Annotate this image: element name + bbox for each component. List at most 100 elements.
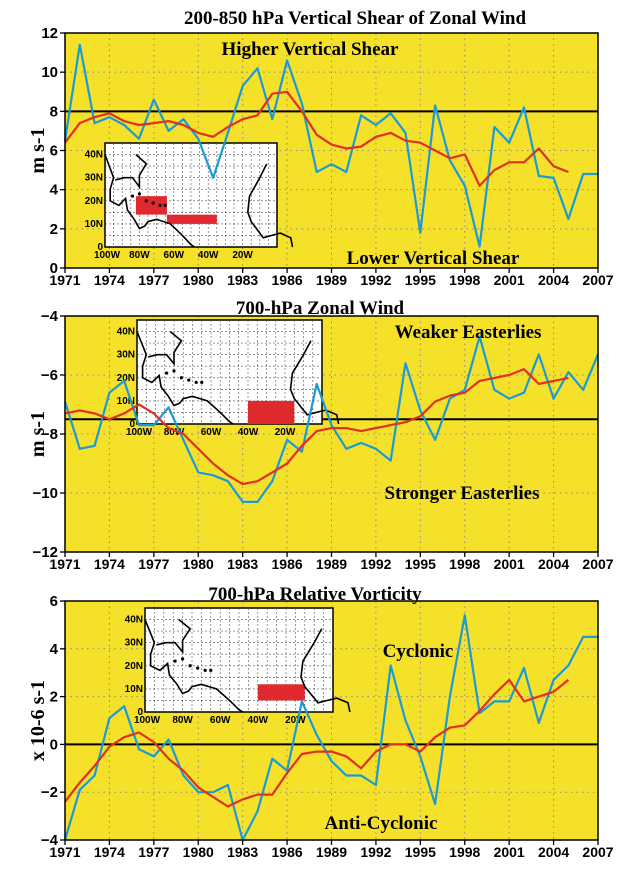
x-tick-label: 1998 (449, 556, 480, 572)
inset-island (200, 380, 204, 384)
x-tick-label: 1977 (138, 844, 169, 860)
x-tick-label: 1995 (405, 272, 436, 288)
inset-lon-label: 60W (164, 250, 185, 261)
x-tick-label: 1980 (183, 272, 214, 288)
y-tick-label: 2 (50, 689, 58, 706)
y-axis-label: x 10-6 s-1 (27, 680, 49, 761)
x-tick-label: 2001 (494, 844, 525, 860)
inset-island (130, 194, 135, 198)
inset-coastline (289, 340, 340, 425)
x-tick-label: 1977 (138, 272, 169, 288)
panel-title: 700-hPa Relative Vorticity (208, 584, 422, 605)
inset-lat-label: 0 (129, 419, 135, 430)
panel-annotation: Anti-Cyclonic (325, 813, 438, 834)
y-tick-label: −12 (33, 544, 58, 561)
inset-island (151, 201, 155, 205)
y-tick-label: −4 (41, 308, 59, 325)
x-tick-label: 1983 (227, 844, 258, 860)
inset-coastline (300, 628, 351, 713)
panel-title: 200-850 hPa Vertical Shear of Zonal Wind (184, 8, 526, 29)
y-tick-label: 6 (50, 143, 58, 160)
inset-lat-label: 0 (137, 707, 143, 718)
inset-island (203, 668, 207, 673)
y-axis-label: m s-1 (27, 127, 49, 173)
inset-lon-label: 40W (238, 427, 259, 438)
inset-lat-label: 30N (117, 350, 135, 361)
x-tick-label: 1998 (449, 844, 480, 860)
inset-lat-label: 40N (125, 615, 143, 626)
x-tick-label: 1974 (94, 556, 125, 572)
inset-island (137, 192, 141, 196)
inset-coastline (115, 154, 148, 190)
y-tick-label: −4 (41, 832, 59, 849)
y-tick-label: 8 (50, 103, 58, 120)
inset-lat-label: 30N (125, 638, 143, 649)
inset-lon-label: 100W (94, 250, 121, 261)
x-tick-label: 2007 (582, 556, 613, 572)
x-tick-label: 1998 (449, 272, 480, 288)
inset-lon-label: 80W (129, 250, 150, 261)
inset-island (158, 203, 162, 207)
x-tick-label: 2007 (582, 272, 613, 288)
x-tick-label: 1989 (316, 556, 347, 572)
x-tick-label: 1992 (360, 844, 391, 860)
inset-coastline (144, 619, 244, 713)
x-tick-label: 2001 (494, 556, 525, 572)
inset-lat-label: 40N (85, 150, 103, 161)
x-tick-label: 1986 (272, 844, 303, 860)
inset-lon-label: 40W (198, 250, 219, 261)
series-line-2 (64, 368, 569, 486)
inset-region-box (135, 196, 167, 215)
inset-island (144, 199, 148, 203)
series-line-1 (63, 335, 600, 503)
x-tick-label: 2004 (538, 844, 569, 860)
x-tick-label: 1971 (49, 844, 80, 860)
series-line-2 (64, 678, 570, 808)
inset-lon-label: 100W (134, 715, 161, 726)
y-tick-label: −2 (41, 784, 58, 801)
y-tick-label: 4 (50, 182, 59, 199)
inset-lon-label: 80W (172, 715, 193, 726)
y-axis-label: m s-1 (27, 411, 49, 457)
inset-lon-label: 100W (126, 427, 153, 438)
y-tick-label: −8 (41, 426, 58, 443)
panel-title: 700-hPa Zonal Wind (236, 298, 405, 319)
series-line-2 (64, 90, 569, 187)
x-tick-label: 1974 (94, 272, 125, 288)
x-tick-label: 1971 (49, 556, 80, 572)
inset-lat-label: 0 (97, 242, 103, 253)
inset-island (209, 668, 213, 673)
panel-annotation: Cyclonic (383, 641, 454, 662)
inset-coastline (136, 331, 234, 425)
inset-coastline (104, 154, 195, 248)
y-tick-label: 12 (41, 25, 58, 42)
x-tick-label: 1995 (405, 556, 436, 572)
y-tick-label: 6 (50, 593, 58, 610)
inset-lon-label: 20W (232, 250, 253, 261)
inset-island (172, 369, 176, 373)
x-tick-label: 1983 (227, 556, 258, 572)
inset-island (179, 376, 183, 380)
x-tick-label: 1992 (360, 556, 391, 572)
inset-island (163, 203, 167, 207)
x-tick-label: 1992 (360, 272, 391, 288)
inset-lat-label: 20N (85, 196, 103, 207)
y-tick-label: 10 (41, 64, 58, 81)
y-tick-label: 0 (50, 736, 58, 753)
panel-annotation: Lower Vertical Shear (347, 248, 520, 269)
inset-island (196, 666, 200, 670)
x-tick-label: 1974 (94, 844, 125, 860)
y-tick-label: −6 (41, 367, 58, 384)
x-tick-label: 2001 (494, 272, 525, 288)
x-tick-label: 1977 (138, 556, 169, 572)
inset-island (194, 380, 198, 384)
x-tick-label: 1986 (272, 272, 303, 288)
x-tick-label: 1980 (183, 844, 214, 860)
y-tick-label: 0 (50, 260, 58, 277)
